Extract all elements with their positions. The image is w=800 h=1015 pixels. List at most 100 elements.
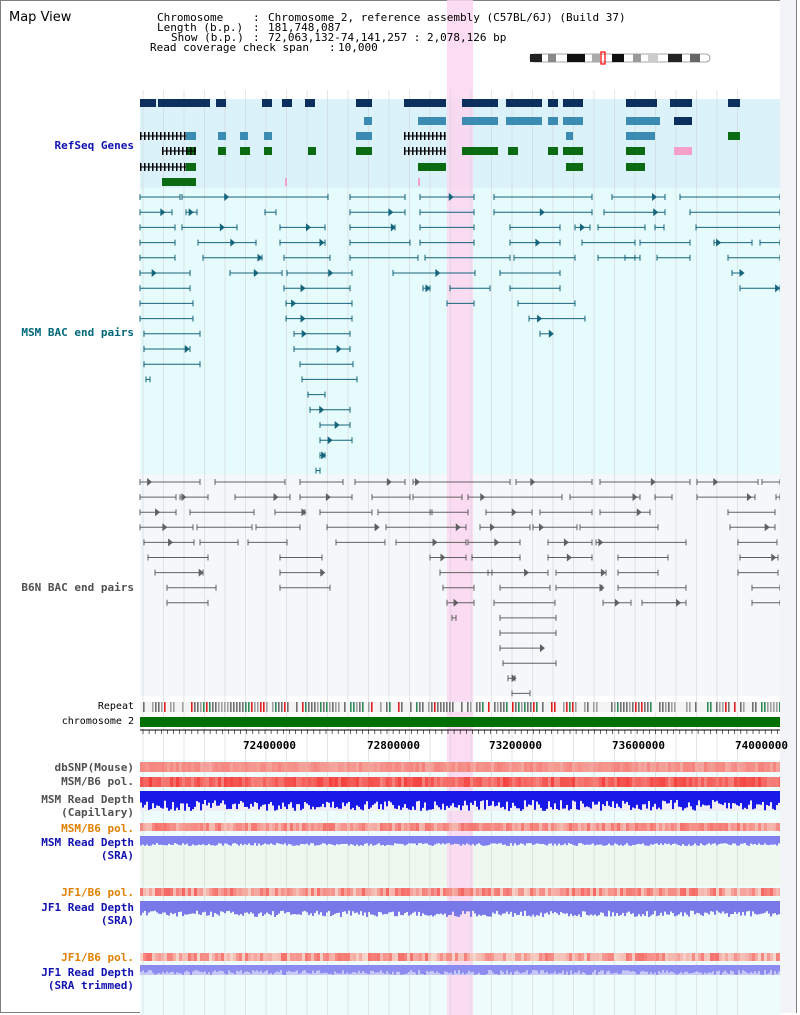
b6n-bac-pair-arrow (440, 553, 446, 562)
msm-b6-pol-sra-heat-cell (380, 823, 383, 831)
track-label-refseq[interactable]: RefSeq Genes (54, 139, 134, 152)
msm-depth-sra-bar (416, 836, 418, 846)
dbsnp-heat-cell (146, 762, 149, 772)
jf1-depth-trim-bar (142, 965, 144, 971)
jf1-b6-pol-trim-heat-cell (422, 953, 425, 961)
dbsnp-heat-cell (161, 762, 164, 772)
msm-depth-sra-bar (402, 836, 404, 845)
jf1-b6-pol-heat-cell (404, 888, 407, 896)
jf1-depth-trim-bar (338, 965, 340, 974)
jf1-depth-bar (624, 901, 626, 917)
dbsnp-heat-cell (197, 762, 200, 772)
msm-depth-sra-bar (626, 836, 628, 844)
track-label-msm-depth-cap[interactable]: MSM Read Depth (41, 793, 134, 806)
track-label-msm-b6-pol-sra[interactable]: MSM/B6 pol. (61, 822, 134, 835)
jf1-b6-pol-heat-cell (575, 888, 578, 896)
msm-b6-pol-heat-cell (194, 777, 197, 787)
jf1-depth-bar (540, 901, 542, 913)
msm-depth-sra-bar (406, 836, 408, 845)
msm-depth-sra-bar (752, 836, 754, 845)
msm-depth-cap-bar (710, 791, 712, 809)
jf1-b6-pol-trim-heat-cell (557, 953, 560, 961)
jf1-depth-bar (192, 901, 194, 914)
track-label-dbsnp[interactable]: dbSNP(Mouse) (54, 761, 134, 774)
jf1-depth-bar (766, 901, 768, 912)
dbsnp-heat-cell (665, 762, 668, 772)
jf1-depth-trim-bar (602, 965, 604, 971)
track-label-jf1-b6-pol-trim[interactable]: JF1/B6 pol. (61, 951, 134, 964)
msm-depth-cap-bar (610, 791, 612, 807)
jf1-depth-trim-bar (378, 965, 380, 973)
jf1-depth-trim-bar (250, 965, 252, 974)
jf1-depth-trim-bar (566, 965, 568, 972)
track-label-b6n-bac[interactable]: B6N BAC end pairs (21, 581, 134, 594)
msm-depth-cap-bar (488, 791, 490, 807)
msm-depth-sra-bar (362, 836, 364, 846)
repeat-element (296, 702, 298, 712)
msm-depth-cap-bar (208, 791, 210, 803)
track-label-jf1-depth[interactable]: JF1 Read Depth (41, 901, 134, 914)
msm-depth-cap-bar (568, 791, 570, 811)
repeat-element (311, 702, 313, 712)
jf1-b6-pol-trim-heat-cell (389, 953, 392, 961)
jf1-depth-bar (388, 901, 390, 913)
track-label-msm-b6-pol[interactable]: MSM/B6 pol. (61, 775, 134, 788)
repeat-element (467, 702, 469, 712)
repeat-element (152, 702, 154, 712)
gene-exon (184, 163, 186, 171)
msm-b6-pol-heat-cell (173, 777, 176, 787)
dbsnp-heat-cell (362, 762, 365, 772)
jf1-depth-trim-bar (674, 965, 676, 974)
dbsnp-heat-cell (191, 762, 194, 772)
jf1-b6-pol-heat-cell (455, 888, 458, 896)
jf1-b6-pol-heat-cell (566, 888, 569, 896)
track-label-msm-bac[interactable]: MSM BAC end pairs (21, 326, 134, 339)
jf1-depth-bar (774, 901, 776, 914)
jf1-b6-pol-trim-heat-cell (368, 953, 371, 961)
msm-b6-pol-heat-cell (464, 777, 467, 787)
dbsnp-heat-cell (356, 762, 359, 772)
jf1-depth-bar (762, 901, 764, 914)
dbsnp-heat-cell (644, 762, 647, 772)
dbsnp-heat-cell (404, 762, 407, 772)
msm-b6-pol-heat-cell (158, 777, 161, 787)
track-label-jf1-b6-pol[interactable]: JF1/B6 pol. (61, 886, 134, 899)
jf1-depth-bar (500, 901, 502, 916)
jf1-b6-pol-trim-heat-cell (260, 953, 263, 961)
gene-block (356, 132, 372, 140)
jf1-depth-trim-bar (402, 965, 404, 975)
dbsnp-heat-cell (179, 762, 182, 772)
msm-depth-cap-bar (188, 791, 190, 808)
jf1-depth-trim-bar (696, 965, 698, 972)
track-label-msm-depth-sra[interactable]: MSM Read Depth (41, 836, 134, 849)
repeat-element (629, 702, 631, 712)
msm-bac-pair-arrow (775, 284, 781, 293)
dbsnp-heat-cell (578, 762, 581, 772)
msm-b6-pol-sra-heat-cell (365, 823, 368, 831)
jf1-b6-pol-trim-heat-cell (599, 953, 602, 961)
jf1-b6-pol-heat-cell (146, 888, 149, 896)
repeat-element (440, 702, 442, 712)
msm-b6-pol-heat-cell (347, 777, 350, 787)
repeat-element (488, 702, 490, 712)
jf1-b6-pol-heat-cell (272, 888, 275, 896)
jf1-depth-bar (778, 901, 780, 915)
jf1-b6-pol-trim-heat-cell (704, 953, 707, 961)
msm-depth-sra-bar (346, 836, 348, 844)
dbsnp-heat-cell (425, 762, 428, 772)
ideogram-band (592, 54, 600, 62)
msm-b6-pol-sra-heat-cell (563, 823, 566, 831)
dbsnp-heat-cell (215, 762, 218, 772)
jf1-depth-bar (324, 901, 326, 917)
jf1-b6-pol-trim-heat-cell (329, 953, 332, 961)
msm-depth-sra-bar (316, 836, 318, 846)
msm-depth-cap-bar (140, 791, 142, 803)
msm-b6-pol-sra-heat-cell (293, 823, 296, 831)
jf1-b6-pol-trim-heat-cell (380, 953, 383, 961)
jf1-b6-pol-trim-heat-cell (767, 953, 770, 961)
msm-depth-cap-bar (356, 791, 358, 806)
msm-depth-sra-bar (142, 836, 144, 845)
jf1-depth-trim-bar (412, 965, 414, 972)
dbsnp-heat-cell (713, 762, 716, 772)
track-label-jf1-depth-trim[interactable]: JF1 Read Depth (41, 966, 134, 979)
